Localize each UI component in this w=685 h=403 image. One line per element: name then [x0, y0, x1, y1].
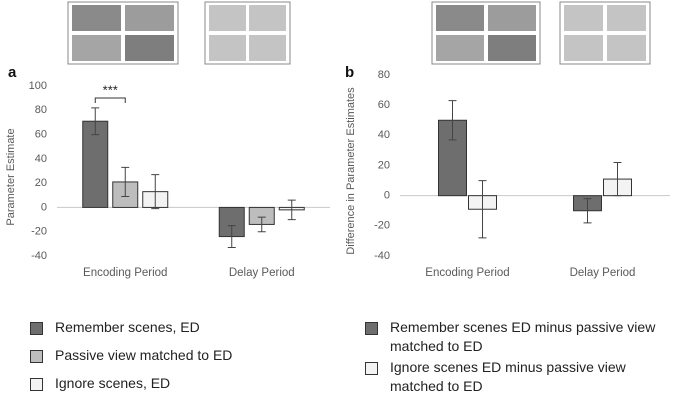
legend-item: Remember scenes ED minus passive view ma…: [365, 318, 680, 356]
legend-label: Passive view matched to ED: [55, 347, 233, 363]
y-tick-label: 80: [35, 104, 47, 116]
error-bar: [227, 225, 236, 248]
error-bar: [583, 198, 592, 224]
error-bar: [151, 174, 160, 210]
legend-label: Remember scenes ED minus passive view ma…: [390, 319, 656, 354]
x-tick-label: Delay Period: [570, 267, 636, 279]
legend-label: Ignore scenes ED minus passive view matc…: [390, 359, 626, 394]
x-tick-label: Encoding Period: [425, 267, 509, 279]
y-tick-label: 0: [384, 190, 390, 202]
y-axis-label: Difference in Parameter Estimates: [345, 87, 357, 255]
y-tick-label: -20: [31, 226, 47, 238]
legend-item: Ignore scenes ED minus passive view matc…: [365, 358, 680, 396]
panel-label: b: [345, 64, 354, 81]
error-bar: [257, 216, 266, 233]
annotation: ***: [103, 82, 118, 97]
x-tick-label: Delay Period: [229, 267, 295, 279]
y-tick-label: 60: [35, 128, 47, 140]
legend-swatch: [30, 322, 43, 335]
error-bar: [121, 166, 130, 197]
error-bar: [91, 107, 100, 136]
y-tick-label: 40: [378, 129, 390, 141]
legend-label: Ignore scenes, ED: [55, 375, 171, 391]
error-bar: [478, 180, 487, 239]
error-bar: [448, 100, 457, 141]
y-tick-label: 80: [378, 69, 390, 81]
legend-swatch: [30, 350, 43, 363]
y-axis-label: Parameter Estimate: [5, 128, 17, 225]
y-tick-label: 60: [378, 99, 390, 111]
legend-swatch: [365, 322, 378, 335]
stimulus-icons: [67, 1, 651, 65]
error-bar: [613, 161, 622, 197]
legend-label: Remember scenes, ED: [55, 319, 200, 335]
y-tick-label: 100: [29, 80, 47, 92]
error-bar: [287, 199, 296, 221]
y-tick-label: -40: [374, 250, 390, 262]
y-tick-label: 40: [35, 153, 47, 165]
legend-item: Remember scenes, ED: [30, 318, 310, 337]
y-tick-label: 20: [378, 159, 390, 171]
y-tick-label: -20: [374, 220, 390, 232]
bar: [82, 120, 109, 208]
legend-swatch: [365, 362, 378, 375]
legend-item: Ignore scenes, ED: [30, 374, 310, 393]
significance-bracket: [94, 97, 126, 103]
y-tick-label: 20: [35, 177, 47, 189]
x-tick-label: Encoding Period: [83, 267, 167, 279]
legend-item: Passive view matched to ED: [30, 346, 310, 365]
legend-swatch: [30, 378, 43, 391]
y-tick-label: 0: [41, 201, 47, 213]
y-tick-label: -40: [31, 250, 47, 262]
panel-label: a: [8, 64, 17, 81]
